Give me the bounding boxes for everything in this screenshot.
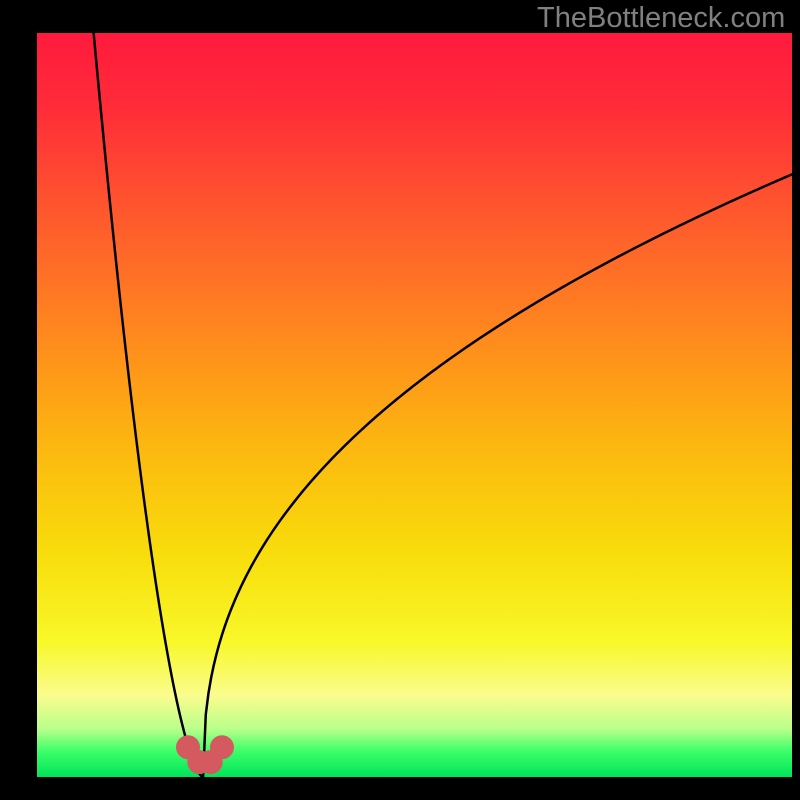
outer-frame: TheBottleneck.com [0,0,800,800]
gradient-background [37,33,792,777]
watermark-text: TheBottleneck.com [537,2,785,35]
marker-dot [210,735,234,759]
plot-area [37,33,792,777]
chart-svg [37,33,792,777]
